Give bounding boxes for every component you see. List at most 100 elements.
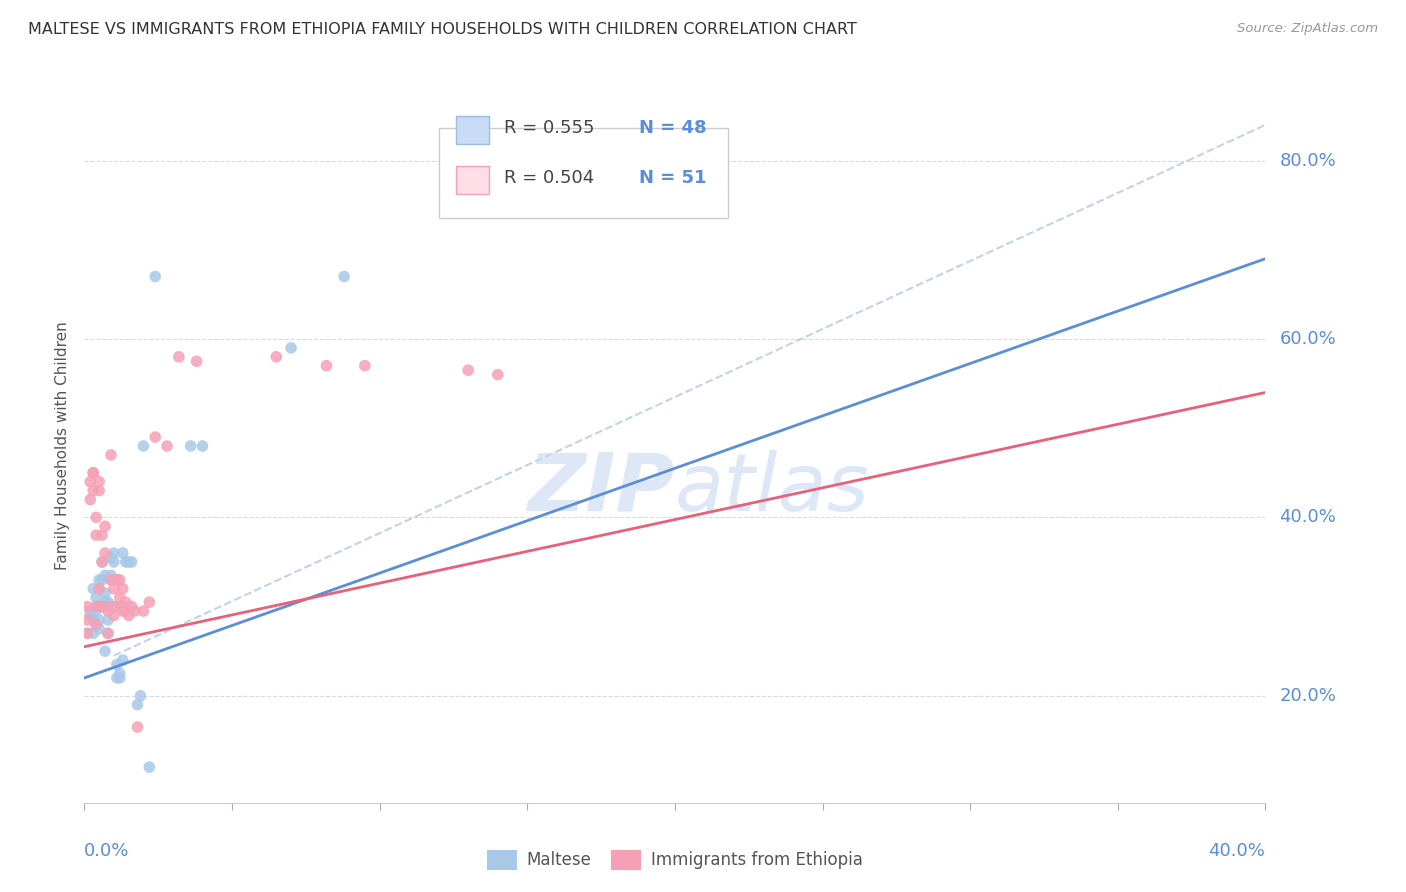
Point [156, 439, 179, 453]
Point [280, 341, 302, 355]
Point [100, 573, 122, 587]
FancyBboxPatch shape [457, 166, 489, 194]
Text: ZIP: ZIP [527, 450, 675, 528]
Point [108, 666, 131, 681]
Text: MALTESE VS IMMIGRANTS FROM ETHIOPIA FAMILY HOUSEHOLDS WITH CHILDREN CORRELATION : MALTESE VS IMMIGRANTS FROM ETHIOPIA FAMI… [28, 22, 858, 37]
Point [82, 626, 104, 640]
Point [191, 439, 214, 453]
Point [132, 604, 155, 618]
Point [132, 439, 155, 453]
Point [94, 599, 117, 614]
Point [111, 653, 134, 667]
Legend: Maltese, Immigrants from Ethiopia: Maltese, Immigrants from Ethiopia [479, 843, 870, 877]
Point [186, 354, 208, 368]
Point [87, 582, 111, 596]
Point [97, 604, 120, 618]
Point [129, 689, 152, 703]
Point [79, 492, 101, 507]
Text: Source: ZipAtlas.com: Source: ZipAtlas.com [1237, 22, 1378, 36]
Point [100, 568, 122, 582]
Text: N = 48: N = 48 [640, 120, 707, 137]
Point [82, 466, 104, 480]
Point [87, 613, 111, 627]
Point [87, 573, 111, 587]
Point [97, 613, 120, 627]
Point [91, 555, 114, 569]
Point [333, 269, 356, 284]
Point [91, 573, 114, 587]
Point [94, 546, 117, 560]
Point [118, 555, 141, 569]
Point [76, 599, 98, 614]
Text: 0.0%: 0.0% [84, 842, 129, 860]
Point [87, 582, 111, 596]
Point [91, 555, 114, 569]
Text: 60.0%: 60.0% [1279, 330, 1336, 348]
Point [457, 363, 479, 377]
Point [180, 439, 202, 453]
Point [264, 350, 288, 364]
Point [84, 599, 107, 614]
Point [108, 671, 131, 685]
FancyBboxPatch shape [439, 128, 728, 218]
Text: 40.0%: 40.0% [1209, 842, 1265, 860]
Point [87, 599, 111, 614]
Text: 40.0%: 40.0% [1279, 508, 1336, 526]
Point [486, 368, 509, 382]
Point [91, 528, 114, 542]
Point [108, 573, 131, 587]
Point [114, 555, 136, 569]
Point [82, 582, 104, 596]
Point [103, 599, 125, 614]
Point [84, 604, 107, 618]
Point [97, 626, 120, 640]
Point [105, 657, 128, 672]
Point [94, 644, 117, 658]
Text: R = 0.504: R = 0.504 [503, 169, 593, 187]
Point [124, 604, 146, 618]
Point [76, 613, 98, 627]
Text: atlas: atlas [675, 450, 870, 528]
Point [79, 604, 101, 618]
Point [84, 528, 107, 542]
Point [84, 617, 107, 632]
Point [103, 608, 125, 623]
Point [100, 448, 122, 462]
Point [103, 555, 125, 569]
Point [94, 586, 117, 600]
Point [82, 483, 104, 498]
Point [82, 613, 104, 627]
Point [94, 568, 117, 582]
Point [87, 483, 111, 498]
Point [100, 573, 122, 587]
Point [354, 359, 377, 373]
Point [97, 626, 120, 640]
Point [91, 599, 114, 614]
Point [121, 599, 143, 614]
Point [97, 595, 120, 609]
Point [138, 760, 160, 774]
Point [82, 466, 104, 480]
Point [114, 604, 136, 618]
Point [121, 555, 143, 569]
Text: N = 51: N = 51 [640, 169, 707, 187]
Point [111, 599, 134, 614]
Point [103, 599, 125, 614]
Point [108, 591, 131, 605]
Point [127, 698, 149, 712]
Point [105, 573, 128, 587]
FancyBboxPatch shape [457, 116, 489, 145]
Point [105, 671, 128, 685]
Text: 20.0%: 20.0% [1279, 687, 1336, 705]
Point [143, 430, 166, 444]
Point [84, 617, 107, 632]
Point [143, 269, 166, 284]
Point [76, 626, 98, 640]
Point [118, 608, 141, 623]
Point [87, 622, 111, 636]
Point [79, 608, 101, 623]
Point [84, 591, 107, 605]
Point [111, 546, 134, 560]
Point [127, 720, 149, 734]
Point [114, 595, 136, 609]
